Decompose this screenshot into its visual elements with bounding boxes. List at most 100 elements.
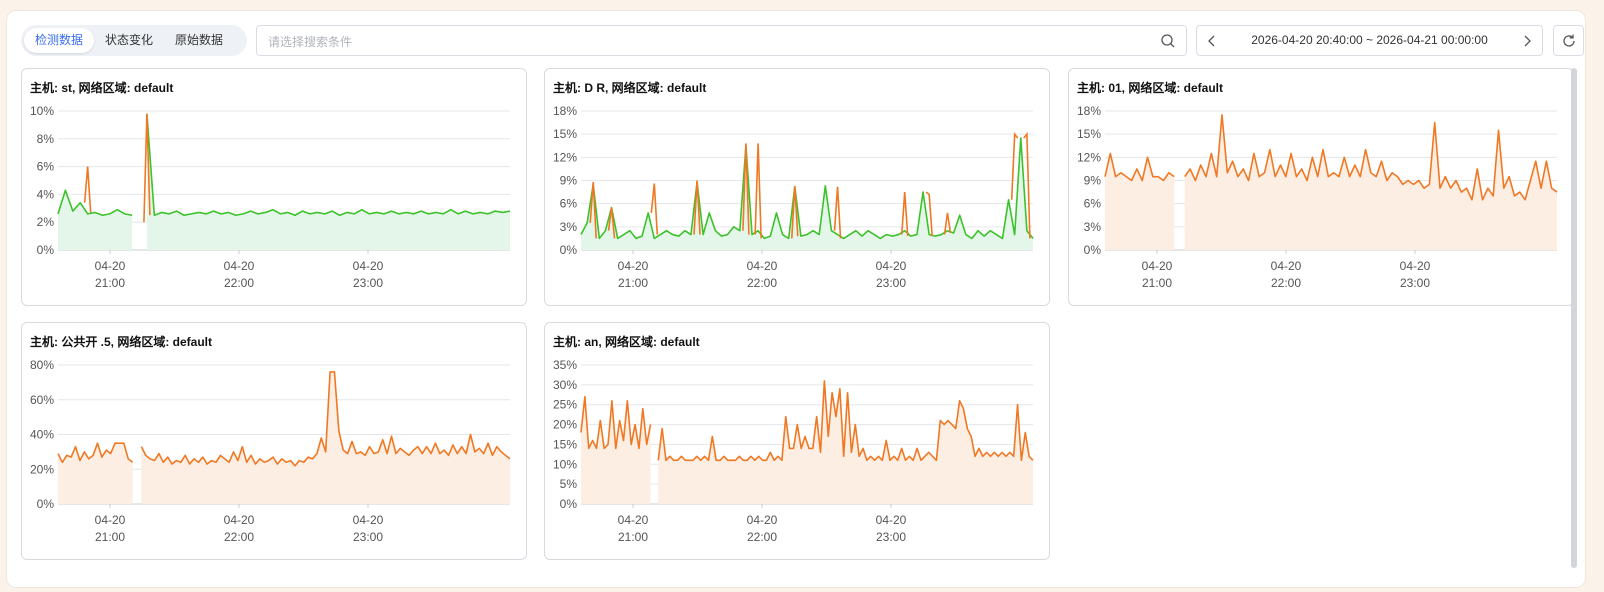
x-tick-label: 04-20 [1271, 259, 1302, 273]
tab-status-change[interactable]: 状态变化 [105, 33, 154, 47]
area-fill [1184, 114, 1557, 250]
spike-line [1010, 131, 1019, 200]
y-tick-label: 0% [1084, 243, 1102, 257]
y-tick-label: 0% [560, 243, 578, 257]
spike-line [943, 212, 952, 235]
y-tick-label: 4% [37, 187, 55, 201]
vertical-scrollbar[interactable] [1571, 68, 1577, 568]
y-tick-label: 15% [553, 437, 577, 451]
y-tick-label: 40% [30, 428, 54, 442]
chart-title: 主机: an, 网络区域: default [553, 335, 700, 349]
series-line [57, 442, 134, 464]
x-tick-label: 23:00 [353, 530, 383, 544]
prev-range-button[interactable] [1199, 26, 1225, 55]
chevron-right-icon [1524, 35, 1531, 46]
spike-line [143, 113, 151, 223]
y-tick-label: 6% [560, 197, 578, 211]
spike-line [925, 191, 933, 237]
line-chart: 80% 60% 40% 20% 0% 04-20 21:00 04-20 22:00 04-20 2… [30, 358, 511, 544]
x-tick-label: 04-20 [353, 259, 384, 273]
x-tick-label: 21:00 [618, 530, 648, 544]
chart-card: 主机: an, 网络区域: default 35% 30% 25% 20% 15% 10%… [544, 322, 1050, 560]
x-tick-label: 23:00 [353, 276, 383, 290]
chart-card: 主机: 公共开 .5, 网络区域: default 80% 60% 40% 20% 0%… [21, 322, 527, 560]
x-tick-label: 23:00 [876, 530, 906, 544]
x-tick-label: 04-20 [224, 259, 255, 273]
y-tick-label: 12% [553, 150, 577, 164]
line-chart: 35% 30% 25% 20% 15% 10% 5% 0% 04-20 21:00 04-20 22:… [553, 358, 1034, 544]
spike-line [1023, 131, 1031, 239]
spike-line [742, 143, 750, 235]
y-tick-label: 0% [560, 497, 578, 511]
x-tick-label: 04-20 [876, 513, 907, 527]
line-chart: 18% 15% 12% 9% 6% 3% 0% 04-20 21:00 04-20 22:00 04-… [553, 104, 1034, 290]
next-range-button[interactable] [1514, 26, 1540, 55]
time-range-label[interactable]: 2026-04-20 20:40:00 ~ 2026-04-21 00:00:0… [1251, 33, 1488, 47]
area-fill [581, 396, 651, 504]
area-fill [58, 443, 133, 504]
chart-title: 主机: D R, 网络区域: default [553, 81, 707, 95]
chart-card: 主机: D R, 网络区域: default 18% 15% 12% 9% 6% 3% 0%… [544, 68, 1050, 306]
y-tick-label: 6% [1084, 197, 1102, 211]
y-tick-label: 0% [37, 497, 55, 511]
x-tick-label: 22:00 [1271, 276, 1301, 290]
x-tick-label: 23:00 [876, 276, 906, 290]
x-tick-label: 04-20 [1142, 259, 1173, 273]
x-tick-label: 23:00 [1400, 276, 1430, 290]
spike-line [83, 166, 92, 213]
y-tick-label: 3% [1084, 220, 1102, 234]
x-tick-label: 04-20 [1400, 259, 1431, 273]
x-tick-label: 04-20 [618, 259, 649, 273]
y-tick-label: 18% [1077, 104, 1101, 118]
view-tab-group: 检测数据 状态变化 原始数据 [21, 25, 247, 56]
y-tick-label: 10% [30, 104, 54, 118]
series-line [57, 189, 133, 217]
area-fill [1105, 153, 1175, 250]
spike-line [833, 186, 842, 239]
series-line [146, 113, 511, 217]
y-tick-label: 9% [1084, 174, 1102, 188]
area-fill [146, 113, 510, 250]
tab-detection-data[interactable]: 检测数据 [24, 28, 95, 53]
y-tick-label: 80% [30, 358, 54, 372]
chart-card: 主机: 01, 网络区域: default 18% 15% 12% 9% 6% 3% 0% 0… [1068, 68, 1574, 306]
refresh-icon [1562, 34, 1575, 47]
x-tick-label: 04-20 [747, 259, 778, 273]
y-tick-label: 9% [560, 174, 578, 188]
series-line [1184, 114, 1558, 201]
spike-line [607, 207, 616, 239]
area-fill [141, 371, 510, 504]
y-tick-label: 35% [553, 358, 577, 372]
x-tick-label: 21:00 [618, 276, 648, 290]
tab-raw-data[interactable]: 原始数据 [175, 33, 224, 47]
x-tick-label: 04-20 [876, 259, 907, 273]
spike-line [693, 180, 701, 235]
x-tick-label: 04-20 [224, 513, 255, 527]
search-input[interactable] [266, 26, 1150, 57]
x-tick-label: 22:00 [747, 276, 777, 290]
y-tick-label: 20% [553, 418, 577, 432]
y-tick-label: 0% [37, 243, 55, 257]
chart-title: 主机: 01, 网络区域: default [1077, 81, 1224, 95]
y-tick-label: 5% [560, 477, 578, 491]
spike-line [650, 183, 659, 235]
search-icon[interactable] [1160, 33, 1176, 49]
y-tick-label: 20% [30, 462, 54, 476]
refresh-button[interactable] [1553, 25, 1584, 56]
area-fill [58, 190, 133, 250]
x-tick-label: 04-20 [95, 259, 126, 273]
x-tick-label: 04-20 [747, 513, 778, 527]
search-box [256, 25, 1187, 57]
x-tick-label: 21:00 [95, 276, 125, 290]
x-tick-label: 04-20 [618, 513, 649, 527]
series-line [580, 395, 652, 450]
y-tick-label: 6% [37, 160, 55, 174]
x-tick-label: 04-20 [95, 513, 126, 527]
spike-line [900, 192, 909, 237]
chart-title: 主机: st, 网络区域: default [30, 81, 174, 95]
chart-card: 主机: st, 网络区域: default 10% 8% 6% 4% 2% 0% 04-20… [21, 68, 527, 306]
series-line [140, 371, 511, 467]
y-tick-label: 15% [553, 127, 577, 141]
x-tick-label: 04-20 [353, 513, 384, 527]
y-tick-label: 30% [553, 378, 577, 392]
